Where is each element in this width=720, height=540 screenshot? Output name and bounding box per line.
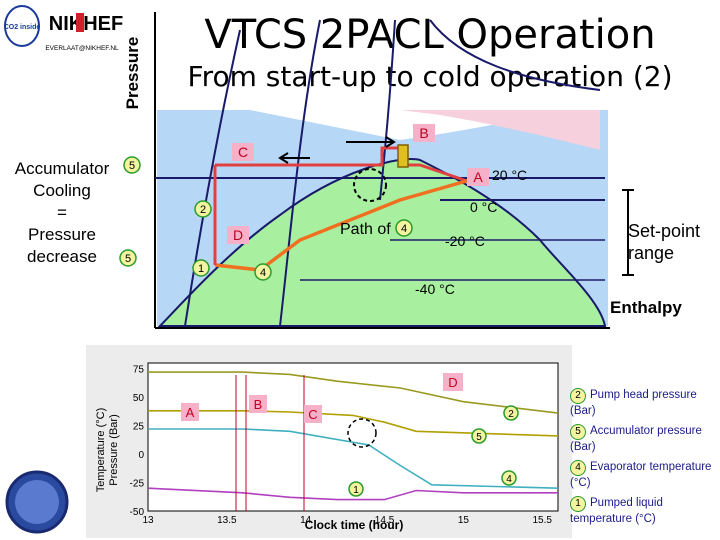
point-label-a: A [467, 168, 489, 186]
x-tick-label: 15.5 [532, 515, 552, 526]
chart-marker-a: A [181, 403, 199, 421]
badge-5-bottom: 5 [119, 249, 137, 267]
co-inside-logo [5, 470, 69, 534]
chart-marker-b: B [249, 395, 267, 413]
svg-text:5: 5 [129, 160, 135, 172]
temp-minus-20: -20 °C [445, 233, 485, 249]
x-tick-label: 13.5 [217, 515, 237, 526]
chart-badge-5: 5 [471, 428, 487, 444]
point-label-d: D [227, 226, 249, 244]
y-tick-label: -50 [130, 507, 145, 518]
legend-item-2: 2 Pump head pressure (Bar) [570, 388, 697, 417]
svg-text:D: D [233, 227, 243, 243]
chart-legend: 2 Pump head pressure (Bar) 5 Accumulator p… [570, 388, 718, 532]
chart-xlabel: Clock time (hour) [305, 518, 404, 532]
x-tick-label: 14.5 [375, 515, 395, 526]
legend-item-4: 4 Evaporator temperature (°C) [570, 460, 712, 489]
point-label-c: C [232, 143, 254, 161]
chart-badge-1: 1 [348, 481, 364, 497]
x-tick-label: 15 [458, 515, 470, 526]
svg-text:2: 2 [200, 204, 206, 216]
legend-item-5: 5 Accumulator pressure (Bar) [570, 424, 702, 453]
svg-text:4: 4 [260, 267, 266, 279]
series-line-2 [148, 371, 559, 414]
nikhef-logo: CO2 inside NIKHEF EVERLAAT@NIKHEF.NL [2, 0, 130, 60]
badge-1-diagram: 1 [192, 259, 210, 277]
chart-ylabel-2: Pressure (Bar) [108, 414, 120, 486]
chart-marker-d: D [443, 373, 463, 391]
badge-2-diagram: 2 [194, 200, 212, 218]
x-tick-label: 13 [142, 515, 154, 526]
point-label-b: B [413, 124, 435, 142]
chart-ylabel-1: Temperature (°C) [95, 408, 107, 492]
y-tick-label: 0 [138, 450, 144, 461]
co2-inside-logo [4, 5, 40, 47]
enthalpy-axis-label: Enthalpy [610, 298, 682, 317]
svg-text:B: B [419, 125, 428, 141]
badge-4-path: 4 [395, 219, 413, 237]
path-of-label: Path of [340, 221, 391, 238]
badge-5-top: 5 [123, 156, 141, 174]
logo-email: EVERLAAT@NIKHEF.NL [45, 45, 119, 52]
series-line-1 [147, 487, 558, 501]
svg-text:1: 1 [353, 485, 359, 496]
badge-4-diagram: 4 [254, 263, 272, 281]
svg-text:5: 5 [125, 253, 131, 265]
y-tick-label: 50 [133, 393, 145, 404]
svg-text:2: 2 [508, 409, 514, 420]
temp-20: 20 °C [492, 167, 527, 183]
nikhef-logo-text: NIKHEF [49, 13, 123, 35]
svg-text:4: 4 [506, 474, 512, 485]
temp-minus-40: -40 °C [415, 281, 455, 297]
svg-text:1: 1 [198, 263, 204, 275]
svg-text:A: A [186, 405, 195, 420]
setpoint-range-label: Set-point range [628, 221, 701, 263]
temp-0: 0 °C [470, 199, 497, 215]
svg-text:4: 4 [401, 223, 407, 235]
svg-text:C: C [238, 144, 248, 160]
x-tick-label: 14 [300, 515, 312, 526]
svg-text:D: D [448, 375, 457, 390]
accumulator-note: Accumulator Cooling = Pressure decrease [14, 159, 110, 266]
page-subtitle: From start-up to cold operation (2) [187, 60, 673, 93]
series-line-5 [148, 410, 559, 437]
legend-item-1: 1 Pumped liquid temperature (°C) [570, 496, 663, 525]
page-title: VTCS 2PACL Operation [204, 12, 656, 58]
y-tick-label: 75 [133, 365, 145, 376]
svg-text:5: 5 [476, 432, 482, 443]
chart-marker-c: C [304, 405, 322, 423]
svg-text:B: B [254, 397, 263, 412]
y-tick-label: -25 [130, 479, 145, 490]
svg-text:C: C [308, 407, 317, 422]
chart-badge-4: 4 [501, 470, 517, 486]
svg-text:A: A [473, 169, 483, 185]
y-tick-label: 25 [133, 422, 145, 433]
chart-badge-2: 2 [503, 405, 519, 421]
co2-logo-text: CO2 inside [4, 24, 41, 31]
